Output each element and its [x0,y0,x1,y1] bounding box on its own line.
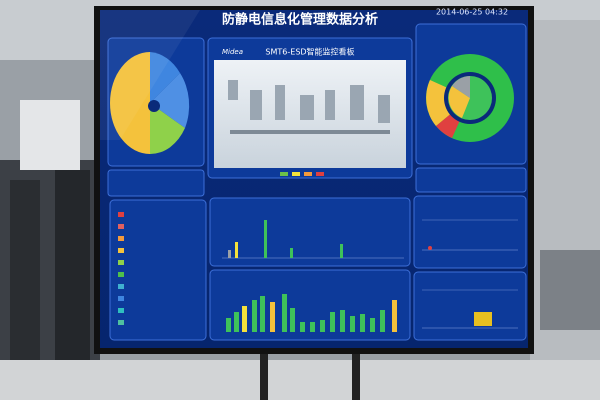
line-chart-decoration [422,219,518,251]
panel-title: SMT6-ESD智能监控看板 [265,47,354,57]
stacked-bar-decoration [226,294,397,332]
monitor-stand [260,354,268,400]
panel [209,197,411,267]
equipment-icons [228,80,390,134]
panel [107,169,205,197]
monitor-stand [352,354,360,400]
bar-chart-decoration [222,220,404,259]
glare [100,10,200,140]
pie-chart [110,52,190,155]
datetime: 2014-06-25 04:32 [436,8,508,17]
dashboard-title: 防静电信息化管理数据分析 [222,12,378,28]
legend-list [118,212,124,325]
panel [109,199,207,341]
status-legend [280,172,324,176]
panel [413,271,527,341]
panel [413,195,527,269]
line-chart-decoration [422,289,518,329]
logo: Midea [222,48,243,56]
donut-chart [426,54,514,142]
panel [415,167,527,193]
